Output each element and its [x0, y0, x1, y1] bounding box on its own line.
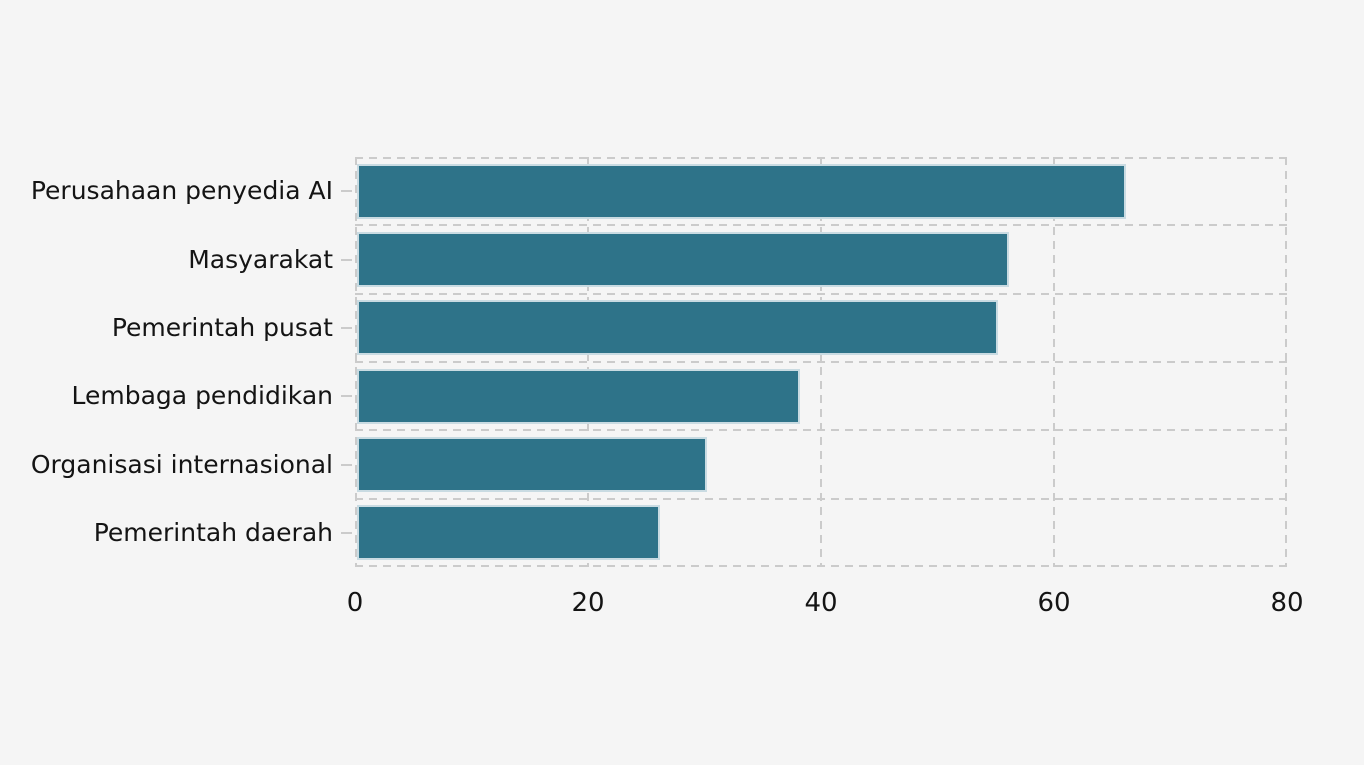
bar — [357, 300, 998, 355]
y-gridline — [355, 498, 1287, 500]
y-gridline — [355, 293, 1287, 295]
y-tick-mark — [341, 259, 352, 261]
y-axis-label: Lembaga pendidikan — [71, 381, 333, 410]
bar — [357, 437, 707, 492]
x-axis-tick-label: 20 — [571, 588, 605, 618]
y-gridline — [355, 361, 1287, 363]
y-tick-mark — [341, 464, 352, 466]
bar — [357, 505, 660, 560]
x-axis-tick-label: 0 — [346, 588, 364, 618]
y-gridline — [355, 224, 1287, 226]
y-axis-label: Pemerintah daerah — [93, 518, 333, 547]
y-tick-mark — [341, 327, 352, 329]
y-axis-label: Perusahaan penyedia AI — [30, 176, 333, 205]
bar — [357, 232, 1009, 287]
y-axis-label: Pemerintah pusat — [111, 313, 333, 342]
y-tick-mark — [341, 190, 352, 192]
bar — [357, 164, 1126, 219]
y-axis-label: Masyarakat — [188, 245, 333, 274]
x-axis-tick-label: 40 — [804, 588, 838, 618]
y-axis-label: Organisasi internasional — [30, 450, 333, 479]
y-gridline — [355, 429, 1287, 431]
x-axis-tick-label: 60 — [1037, 588, 1071, 618]
y-tick-mark — [341, 395, 352, 397]
plot-area — [341, 157, 1287, 567]
y-tick-mark — [341, 532, 352, 534]
bar — [357, 369, 800, 424]
x-axis-tick-label: 80 — [1270, 588, 1304, 618]
